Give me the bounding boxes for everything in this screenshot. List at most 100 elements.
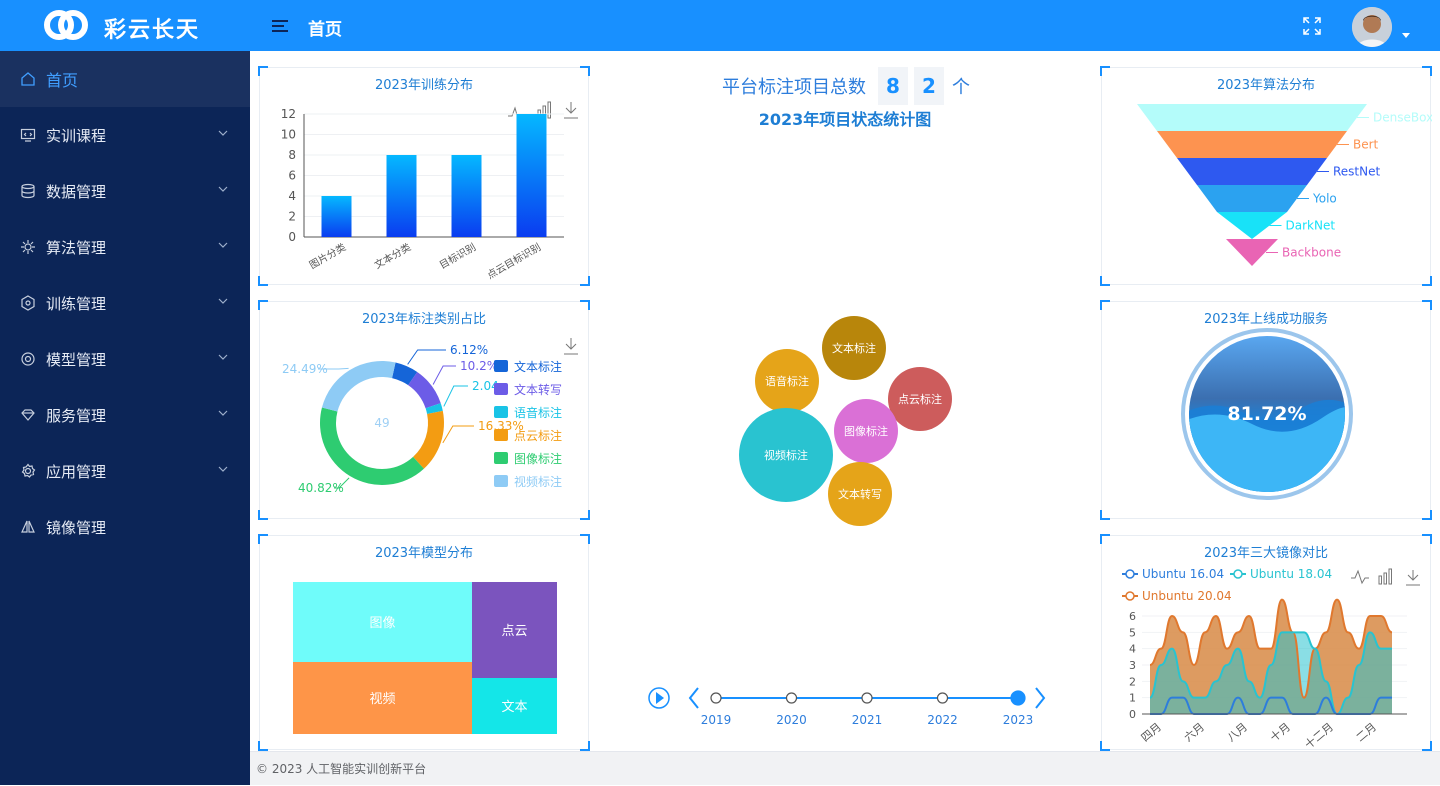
donut-slice xyxy=(425,403,443,414)
sidebar-item-label: 训练管理 xyxy=(46,294,107,313)
label-line xyxy=(334,477,350,489)
sidebar-item-label: 模型管理 xyxy=(46,350,107,369)
series-line-ubuntu-20 xyxy=(1149,598,1393,699)
chevron-down-icon xyxy=(218,130,228,136)
donut-slice xyxy=(321,361,396,412)
fullscreen-icon[interactable] xyxy=(1302,16,1322,36)
total-unit: 个 xyxy=(952,77,970,98)
bubble-label: 图像标注 xyxy=(844,424,888,438)
label-chart-panel: 2023年标注类别占比 6.12% 10.2% 2.04 16.33% 40.82% 24… xyxy=(258,300,590,520)
legend-label: 图像标注 xyxy=(514,451,562,466)
legend-marker xyxy=(1233,569,1243,579)
series-area-ubuntu-20 xyxy=(1150,599,1392,714)
treemap-label: 文本 xyxy=(501,700,527,715)
mirror-chart-panel: 2023年三大镜像对比 Ubuntu 16.04 Ubuntu 18.04 Unbu… xyxy=(1100,534,1432,751)
sidebar-item-label: 实训课程 xyxy=(46,126,107,145)
sidebar-item-training[interactable]: 训练管理 xyxy=(0,275,250,331)
x-tick-label: 图片分类 xyxy=(307,240,348,271)
legend-label: Ubuntu 16.04 xyxy=(1142,567,1224,581)
y-tick-label: 2 xyxy=(288,210,296,224)
chevron-down-icon xyxy=(218,242,228,248)
sidebar-item-home[interactable]: 首页 xyxy=(0,51,250,107)
donut-slice xyxy=(392,362,418,386)
legend-swatch xyxy=(494,475,508,487)
training-bar-chart: 0 2 4 6 8 10 12 图片分类 文本分类 目标识别 点云目标识别 xyxy=(281,101,578,282)
mirror-icon xyxy=(21,520,35,533)
legend-label: Ubuntu 18.04 xyxy=(1250,567,1332,581)
x-tick-label: 十月 xyxy=(1267,720,1293,745)
legend-marker xyxy=(1125,569,1135,579)
legend-label: 文本转写 xyxy=(514,382,562,397)
gauge-value: 81.72% xyxy=(1227,403,1306,425)
y-tick-label: 8 xyxy=(288,148,296,162)
service-icon xyxy=(21,409,35,421)
timeline-node xyxy=(785,692,798,704)
bar xyxy=(321,196,352,237)
timeline-year: 2022 xyxy=(927,713,958,727)
treemap-label: 点云 xyxy=(501,624,527,639)
page-title: 首页 xyxy=(308,20,342,40)
chart-title: 2023年标注类别占比 xyxy=(361,312,487,327)
funnel-label: Yolo xyxy=(1312,192,1337,206)
x-tick-label: 六月 xyxy=(1182,720,1207,744)
x-tick-label: 点云目标识别 xyxy=(485,241,543,281)
sidebar-item-course[interactable]: 实训课程 xyxy=(0,107,250,163)
project-total: 平台标注项目总数 8 2 个 xyxy=(722,66,970,106)
chevron-down-icon xyxy=(218,410,228,416)
treemap-label: 图像 xyxy=(369,616,395,631)
label-line xyxy=(318,367,349,370)
avatar[interactable] xyxy=(1352,7,1392,47)
label-line xyxy=(432,365,456,385)
y-tick-label: 5 xyxy=(1129,626,1136,639)
sidebar-item-model[interactable]: 模型管理 xyxy=(0,331,250,387)
legend-label: 点云标注 xyxy=(514,428,562,443)
bubble-label: 文本标注 xyxy=(832,341,876,355)
label-line xyxy=(407,349,446,365)
download-icon[interactable] xyxy=(564,338,578,355)
download-icon[interactable] xyxy=(1406,570,1420,586)
bubble xyxy=(888,367,952,431)
chevron-right-icon xyxy=(1035,687,1046,709)
bubble-label: 语音标注 xyxy=(765,374,809,388)
bar-chart-icon[interactable] xyxy=(1378,568,1392,585)
legend-swatch xyxy=(494,429,508,441)
funnel-segment xyxy=(1217,212,1287,239)
slice-label: 24.49% xyxy=(282,362,328,376)
app-icon xyxy=(21,463,36,478)
treemap-cell xyxy=(293,662,472,734)
donut-slice xyxy=(413,410,444,469)
total-label: 平台标注项目总数 xyxy=(722,77,866,98)
sidebar-item-app[interactable]: 应用管理 xyxy=(0,443,250,499)
menu-fold-icon[interactable] xyxy=(270,16,290,36)
bubble-label: 文本转写 xyxy=(838,487,882,501)
y-tick-label: 1 xyxy=(1129,692,1136,705)
x-tick-label: 文本分类 xyxy=(372,240,413,271)
sidebar-item-label: 算法管理 xyxy=(46,238,107,257)
total-digit: 8 xyxy=(878,67,908,105)
algorithm-chart-panel: 2023年算法分布 DenseBox Bert RestNet Yolo DarkNet… xyxy=(1100,66,1432,286)
chart-title: 2023年上线成功服务 xyxy=(1203,312,1329,327)
sidebar-item-label: 服务管理 xyxy=(46,406,107,425)
sidebar-item-mirror[interactable]: 镜像管理 xyxy=(0,499,250,555)
y-tick-label: 3 xyxy=(1129,659,1136,672)
treemap-cell xyxy=(293,582,472,662)
line-icon[interactable] xyxy=(1351,569,1369,585)
sidebar-item-data[interactable]: 数据管理 xyxy=(0,163,250,219)
bubble xyxy=(834,399,898,463)
year-timeline[interactable]: 2019 2020 2021 2022 2023 xyxy=(640,680,1060,740)
sidebar-item-algorithm[interactable]: 算法管理 xyxy=(0,219,250,275)
timeline-node xyxy=(710,692,722,704)
legend-label: Unbuntu 20.04 xyxy=(1142,589,1232,603)
caret-down-icon[interactable] xyxy=(1402,33,1410,38)
legend-swatch xyxy=(494,406,508,418)
brand-name: 彩云长天 xyxy=(104,18,201,43)
download-icon[interactable] xyxy=(564,102,578,119)
sidebar-item-service[interactable]: 服务管理 xyxy=(0,387,250,443)
donut-slice xyxy=(408,371,441,409)
funnel-segment xyxy=(1157,131,1347,158)
bubble-label: 视频标注 xyxy=(764,448,808,462)
y-tick-label: 10 xyxy=(281,128,296,142)
database-icon xyxy=(21,183,35,199)
bubble xyxy=(828,462,892,526)
